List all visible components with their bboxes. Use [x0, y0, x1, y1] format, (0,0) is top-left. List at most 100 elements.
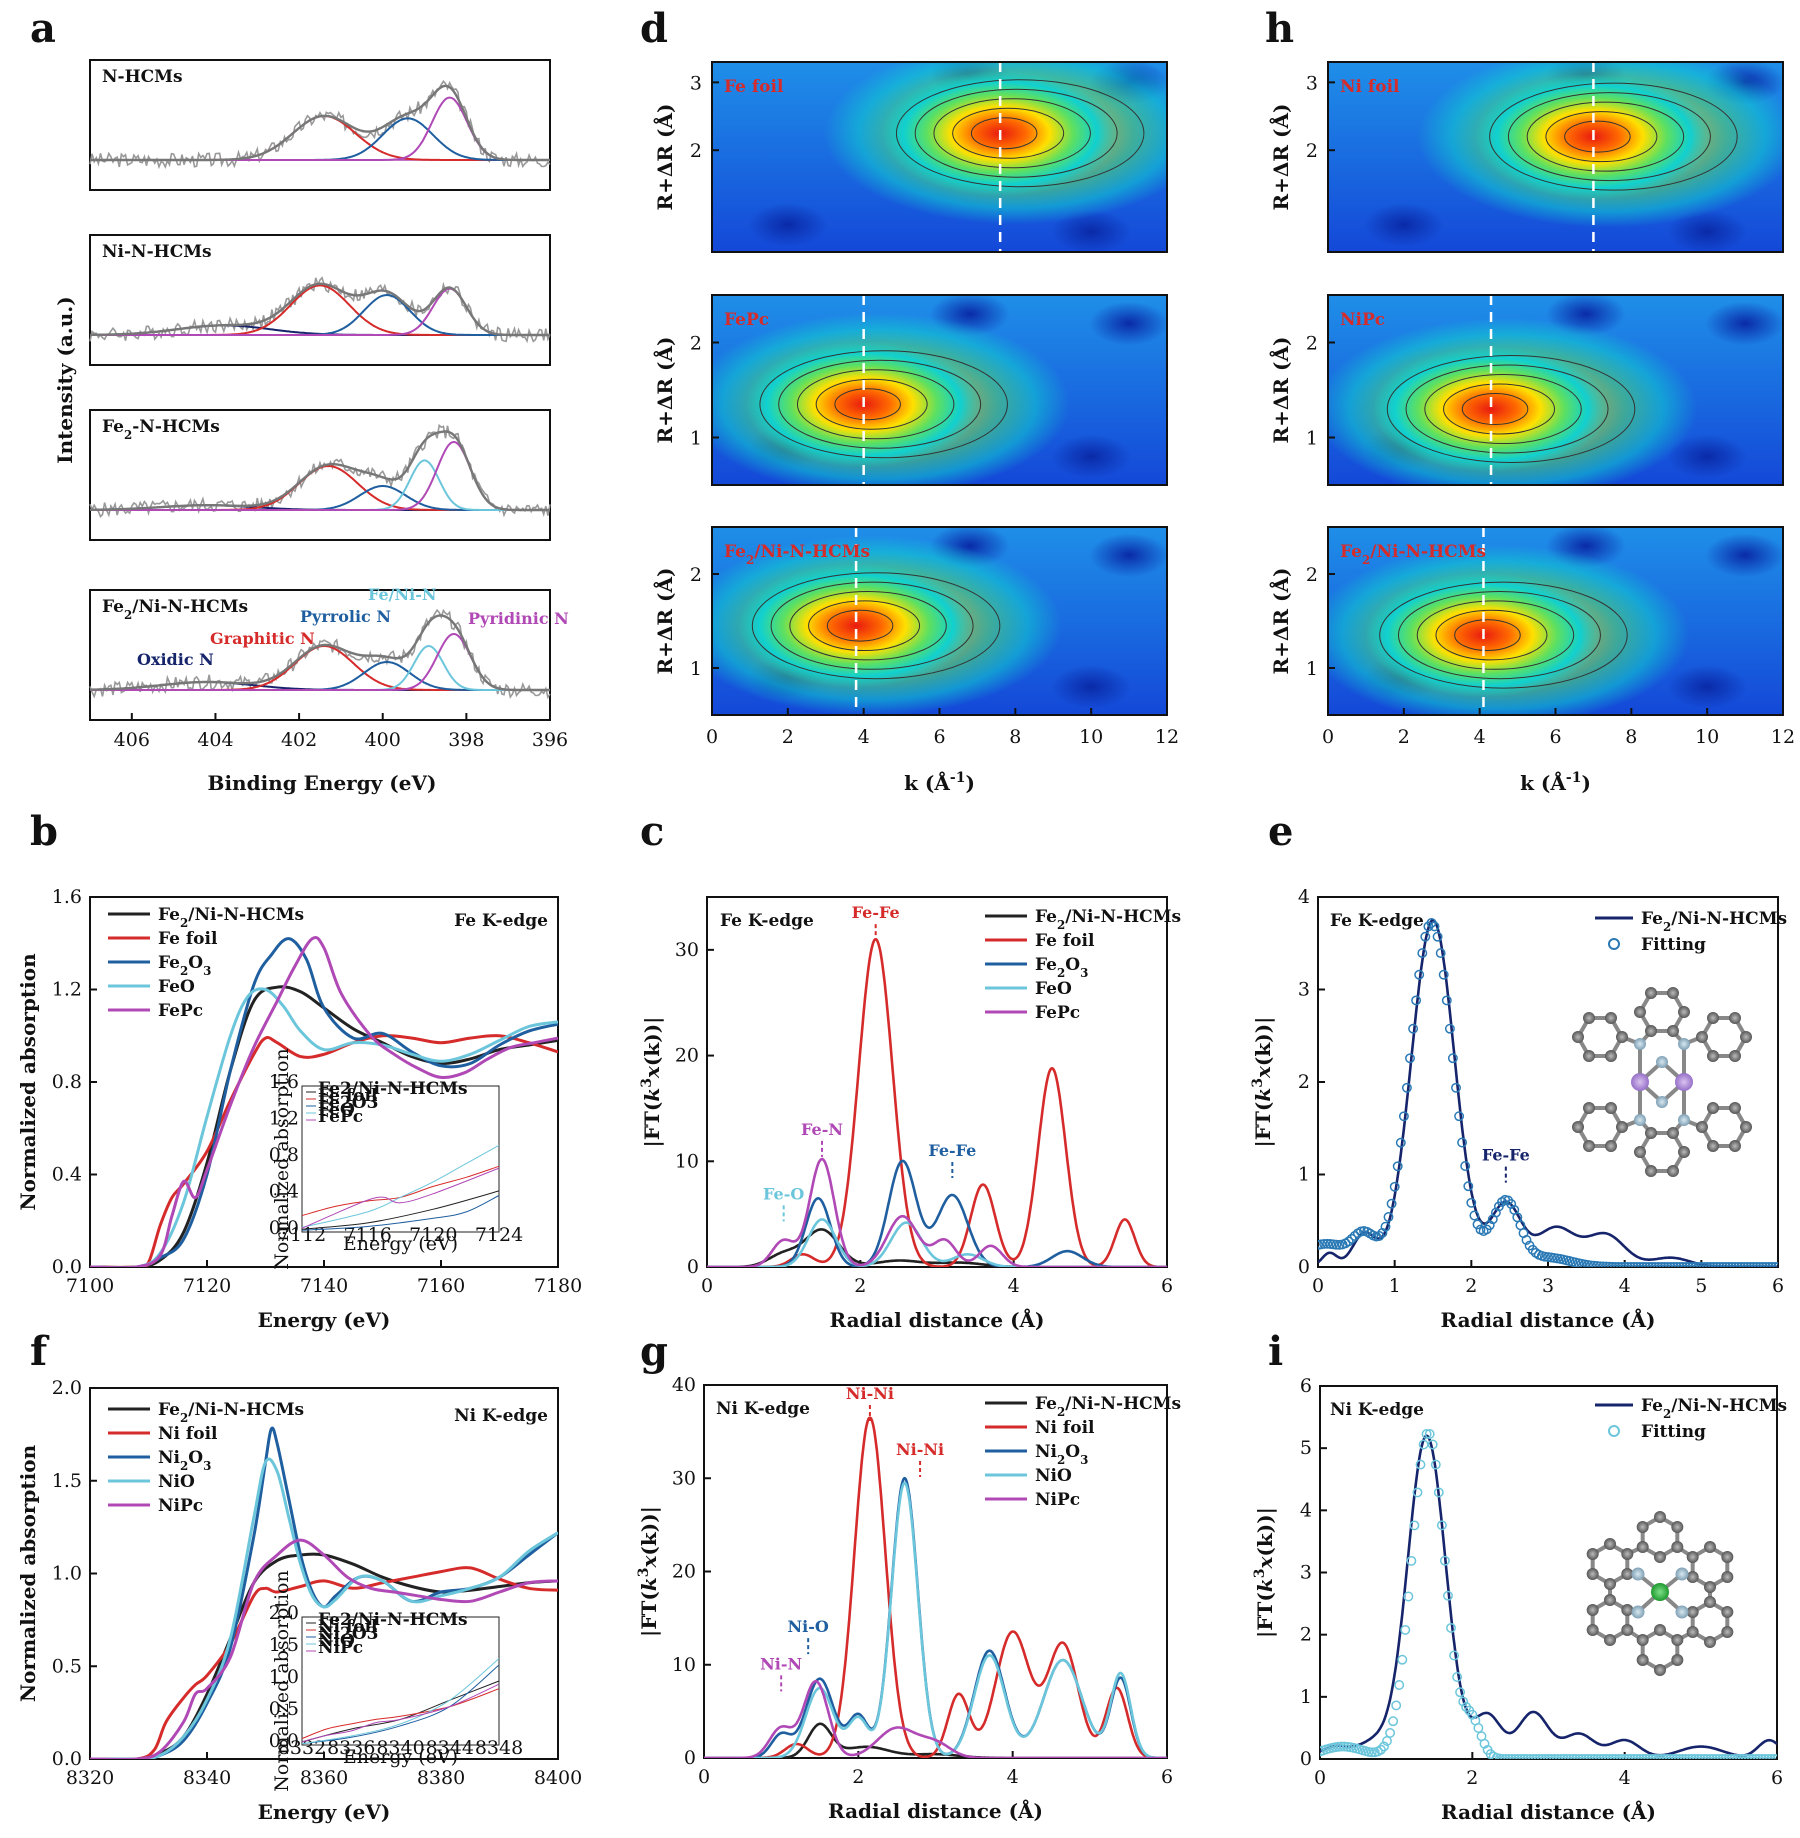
- n-atom: [1631, 1605, 1645, 1619]
- fit-point: [1601, 1754, 1612, 1759]
- peak-annotation: Fe-Fe: [928, 1141, 976, 1160]
- c-atom: [1696, 1031, 1708, 1043]
- x-tick-label: 400: [365, 729, 401, 751]
- subplot-title: N-HCMs: [102, 67, 183, 87]
- x-tick-label: 4: [1008, 1275, 1020, 1297]
- y-tick-label: 0.0: [52, 1256, 82, 1278]
- wt-low-region: [1705, 301, 1783, 346]
- fit-point: [1723, 1262, 1734, 1267]
- y-tick-label: 10: [672, 1654, 696, 1676]
- fit-point: [1622, 1754, 1633, 1759]
- inset-series: [301, 1167, 500, 1229]
- c-atom: [1645, 1165, 1657, 1178]
- fit-point: [1521, 1235, 1532, 1245]
- fit-point: [1522, 1754, 1533, 1759]
- inset-x-tick: 7116: [343, 1224, 391, 1246]
- fit-point: [1405, 1053, 1415, 1064]
- fit-point: [1616, 1754, 1627, 1759]
- series-line: [704, 1416, 1167, 1758]
- subplot-title: Ni foil: [1340, 77, 1400, 97]
- fit-point: [1717, 1262, 1728, 1267]
- fit-point: [1432, 931, 1443, 942]
- c-atom: [1704, 1581, 1716, 1593]
- fit-point: [1730, 1262, 1741, 1267]
- fit-point: [1628, 1754, 1639, 1759]
- fit-point: [1549, 1754, 1560, 1759]
- y-tick-label: 0: [687, 1256, 699, 1278]
- wt-contour: [834, 388, 901, 421]
- c-atom: [1671, 1634, 1684, 1646]
- x-axis-label: Energy (eV): [258, 1308, 391, 1332]
- y-axis-label: R+ΔR (Å): [1269, 104, 1293, 211]
- wt-contour: [1461, 393, 1529, 425]
- fit-point: [1692, 1754, 1703, 1759]
- series-line: [90, 935, 558, 1267]
- x-tick-label: 6: [1772, 1275, 1784, 1297]
- fit-point: [1379, 1741, 1389, 1752]
- legend-entry: Fe2/Ni-N-HCMs: [1641, 1396, 1787, 1421]
- fit-point: [1537, 1754, 1548, 1759]
- fit-point: [1576, 1258, 1587, 1267]
- wt-contour: [895, 79, 1145, 188]
- legend-entry: Fe2/Ni-N-HCMs: [158, 1400, 304, 1425]
- x-tick-label: 6: [1771, 1767, 1783, 1789]
- inset-y-tick: 1.2: [269, 1108, 299, 1130]
- fit-point: [1427, 1439, 1438, 1450]
- inset-x-tick: 7124: [475, 1224, 523, 1246]
- panel-label: i: [1268, 1328, 1283, 1375]
- legend-entry: Fe2/Ni-N-HCMs: [158, 905, 304, 930]
- fit-point: [1417, 948, 1428, 959]
- fit-point: [1613, 1754, 1624, 1759]
- c-atom: [1604, 1634, 1616, 1646]
- inset-series: [301, 1190, 500, 1230]
- c-atom: [1721, 1571, 1734, 1583]
- wt-low-region: [1667, 664, 1748, 709]
- fit-point: [1708, 1262, 1719, 1267]
- fit-point: [1693, 1262, 1704, 1267]
- legend-marker: [1608, 1425, 1620, 1437]
- fit-point: [1635, 1262, 1645, 1267]
- subplot-title: Ni-N-HCMs: [102, 242, 212, 262]
- wt-contour: [970, 117, 1038, 150]
- c-atom: [1645, 986, 1657, 999]
- panel-c: 0 2 4 6 0 10 20 30 Fe-Fe Fe-N Fe-O Fe-Fe Fe2/Ni-N-HC…: [639, 896, 1181, 1332]
- fit-point: [1668, 1754, 1679, 1759]
- raw-spectrum: [89, 79, 551, 170]
- x-tick-label: 8: [1009, 726, 1021, 748]
- subplot-title: Fe2/Ni-N-HCMs: [724, 542, 870, 567]
- fit-point: [1644, 1262, 1655, 1267]
- fit-point: [1607, 1754, 1618, 1759]
- inset-legend-entry: Ni2O3: [318, 1624, 378, 1644]
- c-atom: [1707, 1140, 1719, 1153]
- fit-point: [1674, 1262, 1685, 1267]
- y-axis-label: R+ΔR (Å): [653, 568, 677, 675]
- fit-point: [1534, 1754, 1545, 1759]
- c-atom: [1621, 1548, 1634, 1560]
- x-axis-label: Energy (eV): [258, 1800, 391, 1824]
- subplot-title: NiPc: [1340, 310, 1385, 330]
- y-axis-label: Normalized absorption: [16, 953, 40, 1211]
- inset-x-tick: 7120: [409, 1224, 457, 1246]
- inset-x-tick: 8348: [475, 1737, 523, 1759]
- legend-entry: FePc: [1035, 1003, 1080, 1023]
- series-line: [1318, 918, 1778, 1267]
- fit-point: [1546, 1754, 1557, 1759]
- x-tick-label: 4: [1619, 1767, 1631, 1789]
- fit-point: [1411, 995, 1422, 1006]
- fit-point: [1647, 1262, 1658, 1267]
- x-tick-label: 0: [1322, 726, 1334, 748]
- fit-point: [1400, 1624, 1411, 1635]
- fit-point: [1443, 1590, 1453, 1601]
- fit-point: [1702, 1262, 1713, 1267]
- y-tick-label: 5: [1300, 1437, 1312, 1459]
- legend-entry: NiO: [158, 1472, 195, 1492]
- legend-entry: FeO: [158, 977, 195, 997]
- fit-point: [1586, 1754, 1597, 1759]
- wt-contour: [1416, 600, 1575, 670]
- y-axis-label: R+ΔR (Å): [653, 337, 677, 444]
- wt-contour: [826, 609, 894, 642]
- chart-title: Ni K-edge: [716, 1399, 810, 1419]
- panel-a: N-HCMs Ni-N-HCMs Fe2-N-HCMs Fe2/Ni-N-HCMs 40…: [53, 59, 569, 795]
- wt-low-region: [1705, 533, 1783, 578]
